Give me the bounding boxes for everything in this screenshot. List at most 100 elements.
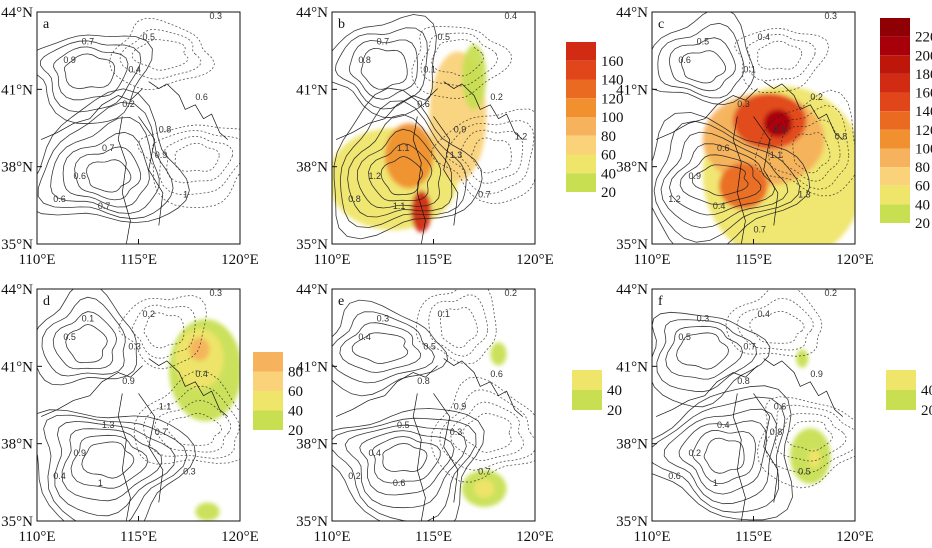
shaded-area xyxy=(195,502,220,521)
contour-line xyxy=(680,50,726,84)
panel-frame xyxy=(36,11,241,245)
contour-label: 1.1 xyxy=(159,402,172,412)
contour-line xyxy=(657,22,745,99)
colorbar-swatch xyxy=(566,135,596,155)
contour-label: 0.8 xyxy=(159,125,172,135)
contour-label: 0.4 xyxy=(369,448,382,458)
contour-line xyxy=(119,29,202,80)
panel-b: 0.4 0.5 0.7 0.8 0.1 0.2 0.6 0.9 1.1 1.2 1.3 0.7 0.8 1… xyxy=(296,5,554,268)
contour-line xyxy=(52,311,118,370)
contour-label: 0.9 xyxy=(74,448,87,458)
contour-label: 0.4 xyxy=(758,32,771,42)
contour-line xyxy=(347,113,453,218)
shaded-area xyxy=(718,162,768,210)
province-border xyxy=(753,116,779,226)
colorbar-swatch xyxy=(886,390,916,410)
colorbar-swatch xyxy=(880,148,910,168)
contour-line xyxy=(40,40,142,113)
contour-label: 0.9 xyxy=(63,55,76,65)
contour-label: 1 xyxy=(713,478,718,488)
contour-label: 0.7 xyxy=(478,190,491,200)
contour-line xyxy=(137,124,240,208)
colorbar-label: 80 xyxy=(601,129,616,145)
contour-line xyxy=(50,116,160,214)
contour-line xyxy=(749,310,805,344)
shaded-area xyxy=(763,109,793,138)
colorbar-swatch xyxy=(253,371,283,391)
contour-line xyxy=(339,100,467,228)
contour-line xyxy=(470,137,512,174)
colorbar-swatch xyxy=(880,129,910,149)
contour-line xyxy=(652,385,793,521)
contour-label: 0.3 xyxy=(450,427,463,437)
contour-label: 0.7 xyxy=(155,427,168,437)
contour-line xyxy=(756,396,855,489)
contour-label: 0.2 xyxy=(810,92,823,102)
y-tick-label: 44°N xyxy=(616,5,648,21)
panel-a: 0.3 0.5 0.7 0.9 0.4 0.6 0.2 0.8 0.7 0.6 0.9 1 0.6 0.7… xyxy=(1,5,259,268)
contour-line xyxy=(431,108,535,204)
contour-label: 1.1 xyxy=(770,150,783,160)
colorbar-swatch xyxy=(880,167,910,186)
contour-label: 0.8 xyxy=(358,55,371,65)
x-tick-label: 110°E xyxy=(633,252,670,268)
colorbar-label: 220 xyxy=(915,30,932,46)
shaded-area xyxy=(490,342,507,366)
contour-line xyxy=(143,312,185,349)
colorbar-label: 160 xyxy=(601,54,624,70)
contour-line xyxy=(151,129,240,196)
contour-line xyxy=(333,87,483,240)
panel-d: 0.3 0.2 0.1 0.5 0.3 0.4 0.9 1.1 1.3 0.9 0.7 0.3 0.4 1… xyxy=(1,282,259,545)
coastline xyxy=(763,358,844,417)
contour-label: 1 xyxy=(183,190,188,200)
contour-label: 0.3 xyxy=(697,313,710,323)
contour-label: 0.7 xyxy=(98,201,111,211)
shading-group xyxy=(168,319,240,521)
colorbar-label: 120 xyxy=(915,123,932,139)
contour-line xyxy=(348,39,418,100)
contour-label: 1 xyxy=(98,478,103,488)
contour-label: 0.1 xyxy=(438,309,451,319)
panel-label: f xyxy=(658,294,663,309)
coastline xyxy=(763,81,844,140)
x-tick-label: 120°E xyxy=(516,529,554,545)
contour-label: 0.4 xyxy=(717,420,730,430)
contour-line xyxy=(415,289,497,365)
contour-label: 0.2 xyxy=(825,288,838,298)
contour-label: 0.3 xyxy=(737,99,750,109)
contour-line xyxy=(411,25,513,99)
contour-line xyxy=(53,46,129,101)
contour-line xyxy=(663,408,777,505)
contour-label: 0.6 xyxy=(53,194,66,204)
shaded-area xyxy=(189,337,210,361)
contour-label: 0.5 xyxy=(697,36,710,46)
colorbar-label: 40 xyxy=(915,197,930,213)
colorbar-label: 20 xyxy=(915,216,930,232)
contour-label: 0.4 xyxy=(713,201,726,211)
x-tick-label: 110°E xyxy=(633,529,670,545)
contour-line xyxy=(382,443,428,472)
contour-label: 0.4 xyxy=(195,369,208,379)
colorbar-label: 40 xyxy=(921,383,932,399)
contour-label: 0.9 xyxy=(454,402,467,412)
y-tick-label: 38°N xyxy=(616,160,648,176)
contour-line xyxy=(428,294,489,357)
colorbar-swatch xyxy=(566,42,596,61)
colorbar-label: 80 xyxy=(288,365,303,381)
colorbar-label: 160 xyxy=(915,86,932,102)
contour-line xyxy=(792,132,831,174)
contour-label: 0.8 xyxy=(417,376,430,386)
colorbar-label: 60 xyxy=(915,179,930,195)
contour-label: 0.3 xyxy=(377,313,390,323)
province-border xyxy=(40,88,143,140)
contour-line xyxy=(62,131,150,208)
contour-line xyxy=(431,39,485,77)
contour-label: 0.6 xyxy=(417,99,430,109)
contour-line xyxy=(332,14,437,119)
colorbar-label: 20 xyxy=(921,403,932,419)
contour-label: 0.6 xyxy=(74,171,87,181)
contour-line xyxy=(86,159,132,193)
colorbar-swatch xyxy=(880,185,910,205)
contour-line xyxy=(653,120,801,243)
contour-line xyxy=(359,430,455,496)
